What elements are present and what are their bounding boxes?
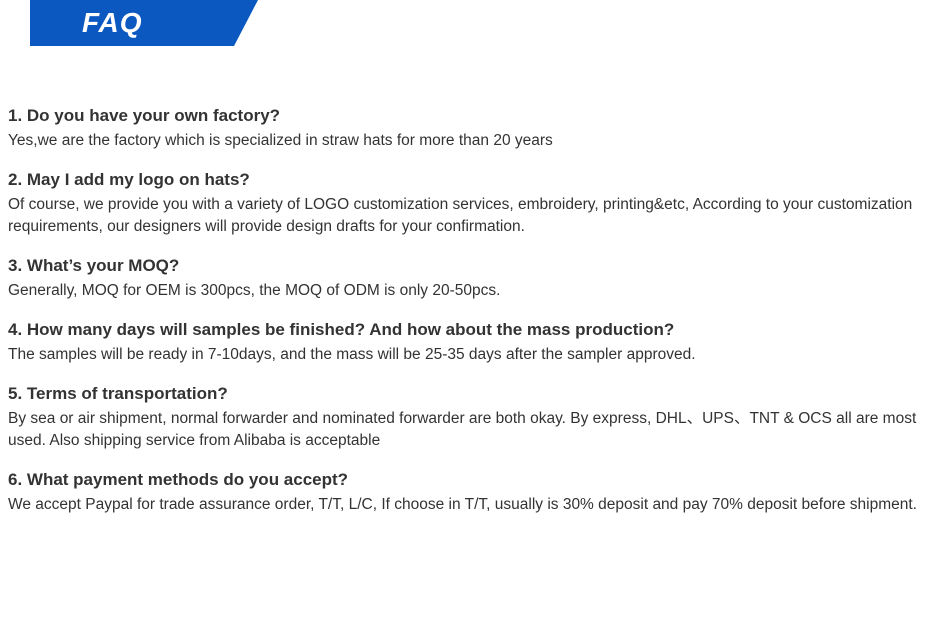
faq-item: 6. What payment methods do you accept? W… [8, 468, 924, 516]
faq-question: 3. What’s your MOQ? [8, 256, 180, 275]
faq-answer: Yes,we are the factory which is speciali… [8, 132, 553, 149]
faq-answer: We accept Paypal for trade assurance ord… [8, 496, 917, 513]
faq-question: 1. Do you have your own factory? [8, 106, 281, 125]
faq-question: 4. How many days will samples be finishe… [8, 320, 675, 339]
faq-section: 1. Do you have your own factory? Yes,we … [0, 46, 932, 516]
faq-answer: Generally, MOQ for OEM is 300pcs, the MO… [8, 282, 501, 299]
faq-answer: The samples will be ready in 7-10days, a… [8, 346, 696, 363]
faq-question: 5. Terms of transportation? [8, 384, 228, 403]
faq-item: 1. Do you have your own factory? Yes,we … [8, 104, 924, 152]
faq-question: 2. May I add my logo on hats? [8, 170, 250, 189]
faq-answer: Of course, we provide you with a variety… [8, 196, 913, 235]
faq-banner: FAQ [30, 0, 258, 46]
faq-banner-label: FAQ [82, 7, 143, 38]
faq-item: 3. What’s your MOQ? Generally, MOQ for O… [8, 254, 924, 302]
faq-answer: By sea or air shipment, normal forwarder… [8, 410, 917, 449]
faq-question: 6. What payment methods do you accept? [8, 470, 349, 489]
faq-item: 4. How many days will samples be finishe… [8, 318, 924, 366]
faq-item: 2. May I add my logo on hats? Of course,… [8, 168, 924, 238]
faq-item: 5. Terms of transportation? By sea or ai… [8, 382, 924, 452]
